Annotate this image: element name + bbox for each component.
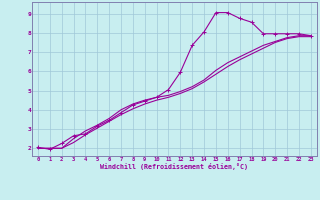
X-axis label: Windchill (Refroidissement éolien,°C): Windchill (Refroidissement éolien,°C) xyxy=(100,163,248,170)
